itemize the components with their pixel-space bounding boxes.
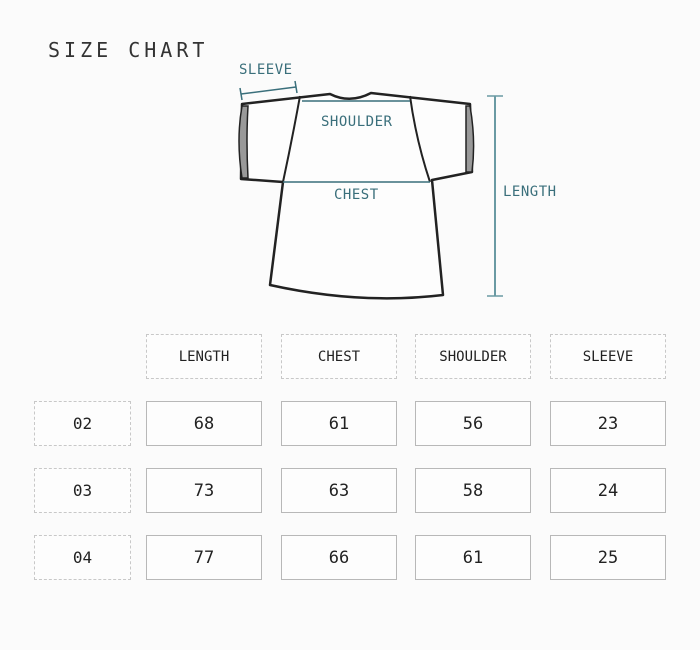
size-label: 02 <box>34 401 131 446</box>
column-header: SLEEVE <box>550 334 666 379</box>
sleeve-opening-left <box>238 105 249 179</box>
tshirt-diagram <box>238 80 503 300</box>
table-cell: 56 <box>415 401 531 446</box>
sleeve-measure-line <box>240 86 297 95</box>
length-label: LENGTH <box>503 184 557 200</box>
sleeve-opening-right <box>465 105 475 173</box>
chest-label: CHEST <box>334 187 379 203</box>
table-cell: 68 <box>146 401 262 446</box>
table-cell: 61 <box>281 401 397 446</box>
table-cell: 58 <box>415 468 531 513</box>
shoulder-label: SHOULDER <box>321 114 393 130</box>
size-label: 03 <box>34 468 131 513</box>
table-cell: 25 <box>550 535 666 580</box>
table-cell: 63 <box>281 468 397 513</box>
table-cell: 24 <box>550 468 666 513</box>
table-cell: 66 <box>281 535 397 580</box>
column-header: SHOULDER <box>415 334 531 379</box>
size-label: 04 <box>34 535 131 580</box>
table-cell: 73 <box>146 468 262 513</box>
column-header: LENGTH <box>146 334 262 379</box>
column-header: CHEST <box>281 334 397 379</box>
table-cell: 23 <box>550 401 666 446</box>
tshirt-outline <box>239 91 474 300</box>
table-cell: 61 <box>415 535 531 580</box>
page-title: SIZE CHART <box>48 38 209 62</box>
measure-lines <box>239 80 503 297</box>
sleeve-seam-right <box>409 95 431 183</box>
sleeve-label: SLEEVE <box>239 62 293 78</box>
table-cell: 77 <box>146 535 262 580</box>
sleeve-seam-left <box>282 95 301 183</box>
